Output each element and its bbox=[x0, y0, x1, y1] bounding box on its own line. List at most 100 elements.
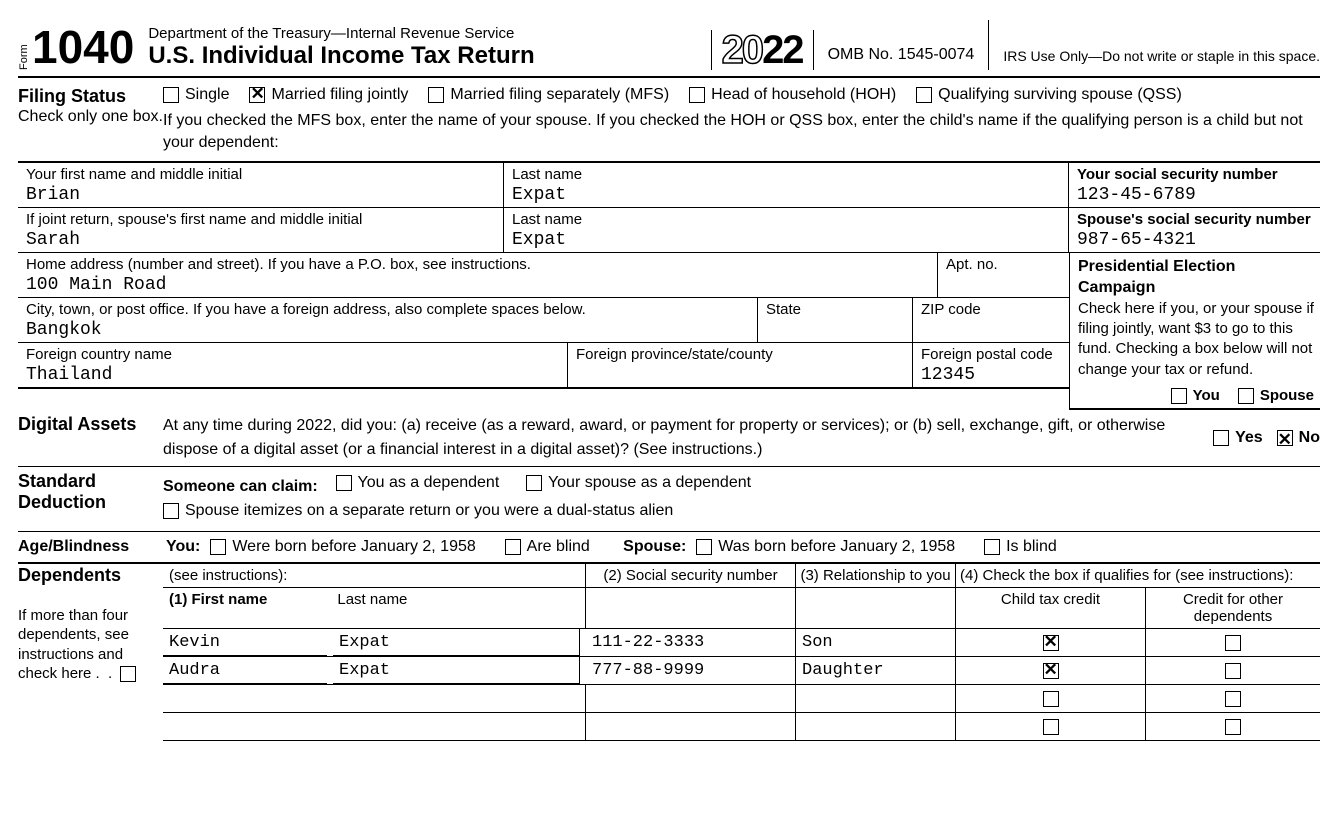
irs-use-only: IRS Use Only—Do not write or staple in t… bbox=[989, 20, 1320, 70]
dep-rel[interactable] bbox=[796, 713, 956, 740]
checkbox-spouse-born[interactable] bbox=[696, 539, 712, 555]
digital-no-label: No bbox=[1299, 426, 1320, 450]
checkbox-digital-no[interactable] bbox=[1277, 430, 1293, 446]
fprov-value[interactable] bbox=[576, 363, 906, 365]
dependents-left: Dependents If more than four dependents,… bbox=[18, 564, 163, 741]
digital-assets-label: Digital Assets bbox=[18, 414, 163, 462]
dep-ssn[interactable] bbox=[586, 685, 796, 712]
dep-ssn[interactable]: 111-22-3333 bbox=[586, 629, 796, 656]
form-title: U.S. Individual Income Tax Return bbox=[148, 42, 710, 70]
dep-last[interactable] bbox=[333, 713, 586, 740]
apt-value[interactable] bbox=[946, 273, 1063, 275]
checkbox-more-dependents[interactable] bbox=[120, 666, 136, 682]
std-label: Standard Deduction bbox=[18, 471, 163, 527]
fpostal-value[interactable]: 12345 bbox=[921, 363, 1063, 385]
form-number: 1040 bbox=[32, 24, 134, 70]
filing-status-label-block: Filing Status Check only one box. bbox=[18, 86, 163, 161]
last-name-label: Last name bbox=[512, 166, 1062, 183]
year-solid: 22 bbox=[762, 28, 803, 72]
fcountry-value[interactable]: Thailand bbox=[26, 363, 561, 385]
first-name-label: Your first name and middle initial bbox=[26, 166, 497, 183]
apt-label: Apt. no. bbox=[946, 256, 1063, 273]
dependents-section: Dependents If more than four dependents,… bbox=[18, 564, 1320, 741]
you-dependent-label: You as a dependent bbox=[358, 471, 500, 495]
form-header: Form 1040 Department of the Treasury—Int… bbox=[18, 20, 1320, 78]
taxpayer-name-row: Your first name and middle initial Brian… bbox=[18, 163, 1320, 208]
dep-col2: (2) Social security number bbox=[586, 564, 796, 587]
checkbox-you-dependent[interactable] bbox=[336, 475, 352, 491]
foreign-row: Foreign country name Thailand Foreign pr… bbox=[18, 343, 1069, 389]
spouse-first-value[interactable]: Sarah bbox=[26, 228, 497, 250]
spouse-ssn-label: Spouse's social security number bbox=[1077, 211, 1314, 228]
spouse-dependent-label: Your spouse as a dependent bbox=[548, 471, 751, 495]
dep-ssn[interactable] bbox=[586, 713, 796, 740]
first-name-value[interactable]: Brian bbox=[26, 183, 497, 205]
street-label: Home address (number and street). If you… bbox=[26, 256, 931, 273]
dep-see: (see instructions): bbox=[169, 567, 287, 584]
dep-rel[interactable]: Son bbox=[796, 629, 956, 656]
checkbox-spouse-blind[interactable] bbox=[984, 539, 1000, 555]
dep-first[interactable]: Kevin bbox=[163, 629, 327, 656]
dep-first[interactable]: Audra bbox=[163, 657, 327, 684]
dep-first[interactable] bbox=[163, 685, 333, 712]
checkbox-spouse-itemizes[interactable] bbox=[163, 503, 179, 519]
checkbox-you-blind[interactable] bbox=[505, 539, 521, 555]
label-hoh: Head of household (HOH) bbox=[711, 86, 896, 104]
checkbox-spouse-dependent[interactable] bbox=[526, 475, 542, 491]
last-name-value[interactable]: Expat bbox=[512, 183, 1062, 205]
dep-col4a: Child tax credit bbox=[956, 588, 1146, 628]
ssn-value[interactable]: 123-45-6789 bbox=[1077, 183, 1314, 205]
dep-col3: (3) Relationship to you bbox=[796, 564, 956, 587]
checkbox-single[interactable] bbox=[163, 87, 179, 103]
checkbox-ctc[interactable] bbox=[1043, 635, 1059, 651]
spouse-ssn-value[interactable]: 987-65-4321 bbox=[1077, 228, 1314, 250]
checkbox-hoh[interactable] bbox=[689, 87, 705, 103]
checkbox-digital-yes[interactable] bbox=[1213, 430, 1229, 446]
street-value[interactable]: 100 Main Road bbox=[26, 273, 931, 295]
dep-last[interactable]: Expat bbox=[333, 657, 580, 684]
form-word: Form bbox=[18, 20, 30, 70]
checkbox-pec-spouse[interactable] bbox=[1238, 388, 1254, 404]
checkbox-other-dep[interactable] bbox=[1225, 691, 1241, 707]
dep-col4b: Credit for other dependents bbox=[1146, 588, 1320, 628]
checkbox-pec-you[interactable] bbox=[1171, 388, 1187, 404]
omb-number: OMB No. 1545-0074 bbox=[814, 20, 990, 70]
dep-last[interactable] bbox=[333, 685, 586, 712]
dep-last[interactable]: Expat bbox=[333, 629, 580, 656]
checkbox-other-dep[interactable] bbox=[1225, 663, 1241, 679]
checkbox-qss[interactable] bbox=[916, 87, 932, 103]
spouse-last-label: Last name bbox=[512, 211, 1062, 228]
pec-you-label: You bbox=[1193, 386, 1220, 406]
state-label: State bbox=[766, 301, 906, 318]
dependents-table: (see instructions): (2) Social security … bbox=[163, 564, 1320, 741]
checkbox-ctc[interactable] bbox=[1043, 663, 1059, 679]
dep-first[interactable] bbox=[163, 713, 333, 740]
checkbox-other-dep[interactable] bbox=[1225, 719, 1241, 735]
checkbox-other-dep[interactable] bbox=[1225, 635, 1241, 651]
checkbox-ctc[interactable] bbox=[1043, 691, 1059, 707]
dependent-row: AudraExpat777-88-9999Daughter bbox=[163, 657, 1320, 685]
zip-value[interactable] bbox=[921, 318, 1063, 320]
dep-ssn[interactable]: 777-88-9999 bbox=[586, 657, 796, 684]
digital-assets-section: Digital Assets At any time during 2022, … bbox=[18, 410, 1320, 467]
checkbox-ctc[interactable] bbox=[1043, 719, 1059, 735]
spouse-born-label: Was born before January 2, 1958 bbox=[718, 538, 955, 556]
fprov-label: Foreign province/state/county bbox=[576, 346, 906, 363]
spouse-last-value[interactable]: Expat bbox=[512, 228, 1062, 250]
city-value[interactable]: Bangkok bbox=[26, 318, 751, 340]
checkbox-you-born[interactable] bbox=[210, 539, 226, 555]
label-single: Single bbox=[185, 86, 229, 104]
filing-status-options: Single Married filing jointly Married fi… bbox=[163, 86, 1320, 161]
dep-rel[interactable]: Daughter bbox=[796, 657, 956, 684]
spouse-itemizes-label: Spouse itemizes on a separate return or … bbox=[185, 499, 673, 523]
dep-col1: (1) First name bbox=[169, 591, 267, 625]
dep-rel[interactable] bbox=[796, 685, 956, 712]
checkbox-mfj[interactable] bbox=[249, 87, 265, 103]
checkbox-mfs[interactable] bbox=[428, 87, 444, 103]
age-label: Age/Blindness bbox=[18, 538, 156, 556]
you-blind-label: Are blind bbox=[527, 538, 590, 556]
filing-status-sub: Check only one box. bbox=[18, 107, 163, 128]
year-outline: 20 bbox=[722, 28, 763, 72]
state-value[interactable] bbox=[766, 318, 906, 320]
dependent-row bbox=[163, 685, 1320, 713]
